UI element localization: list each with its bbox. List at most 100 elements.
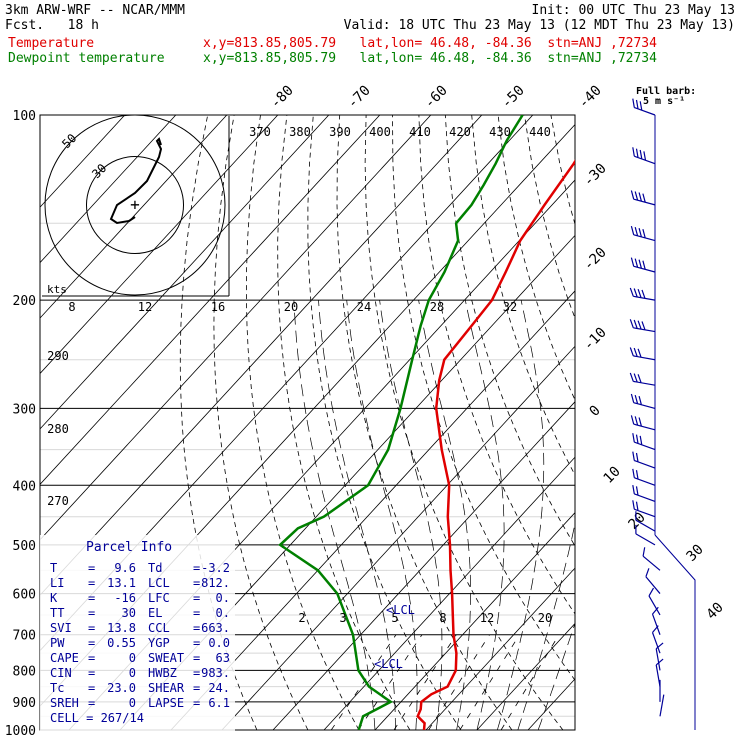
parcel-cell: CELL = 267/14 [50, 711, 144, 725]
dry-adiabat-line [709, 115, 740, 730]
temperature-location: x,y=813.85,805.79 lat,lon= 46.48, -84.36… [203, 36, 657, 51]
mixing-ratio-label: 24 [357, 300, 371, 314]
dewpoint-location: x,y=813.85,805.79 lat,lon= 46.48, -84.36… [203, 51, 657, 66]
mixing-ratio-label: 12 [138, 300, 152, 314]
parcel-eq: = [88, 591, 95, 605]
isotherm-line [527, 678, 575, 730]
parcel-eq: = [193, 606, 200, 620]
mixing-ratio-label: 28 [430, 300, 444, 314]
parcel-eq: = [88, 651, 95, 665]
mixing-ratio-line [393, 634, 457, 730]
forecast-hour: Fcst. 18 h [5, 18, 99, 33]
mixing-ratio-label-low: 2 [298, 611, 305, 625]
wind-barb [630, 257, 656, 273]
theta-label: 420 [449, 125, 471, 139]
mixing-ratio-label: 32 [503, 300, 517, 314]
isotherm-line [40, 115, 432, 541]
dry-adiabat-line [577, 115, 740, 730]
parcel-eq: = [193, 591, 200, 605]
barb-staff-axis [654, 534, 696, 730]
isotherm-top-label: -80 [268, 83, 297, 112]
isotherm-line [40, 115, 381, 485]
wind-barb [629, 372, 656, 386]
mixing-ratio-label-low: 20 [538, 611, 552, 625]
parcel-row: TT = 30 EL = 0. [50, 606, 230, 620]
mixing-ratio-line [459, 634, 520, 730]
moist-adiabat-line [318, 300, 396, 730]
theta-label: 430 [489, 125, 511, 139]
theta-label: 440 [529, 125, 551, 139]
theta-label: 380 [289, 125, 311, 139]
isotherm-line [170, 290, 575, 730]
isotherm-line [630, 115, 740, 730]
theta-left-label: 270 [47, 494, 69, 508]
parcel-value: 812. [201, 576, 230, 590]
isotherm-line [579, 115, 740, 730]
parcel-value: 983. [201, 666, 230, 680]
theta-left-label: 280 [47, 422, 69, 436]
barb-note-line: 5 m s⁻¹ [643, 96, 685, 107]
wind-barb [635, 511, 656, 532]
isotherm-line [40, 115, 483, 596]
pressure-tick-label: 900 [13, 696, 36, 711]
wind-barb [648, 587, 661, 616]
parcel-eq: = [193, 696, 200, 710]
parcel-value: 30 [122, 606, 136, 620]
parcel-key: LI [50, 576, 64, 590]
parcel-key: SHEAR [148, 681, 185, 695]
wind-barb [642, 547, 661, 571]
dewpoint-profile [278, 115, 524, 730]
isotherm-right-label: 10 [601, 464, 624, 487]
mixing-ratio-label: 8 [68, 300, 75, 314]
isotherm-line [323, 456, 575, 730]
parcel-eq: = [193, 636, 200, 650]
wind-barb [655, 642, 664, 671]
wind-barb [632, 468, 656, 486]
isotherm-right-label: 0 [587, 403, 604, 420]
parcel-value: 0. [216, 591, 230, 605]
wind-barb [630, 415, 656, 431]
parcel-eq: = [88, 681, 95, 695]
wind-barb [632, 147, 656, 165]
pressure-tick-label: 1000 [5, 724, 36, 739]
theta-label: 410 [409, 125, 431, 139]
isotherm-line [476, 622, 575, 730]
hodograph-ring [44, 114, 226, 296]
parcel-row: T = 9.6 Td = -3.2 [50, 561, 230, 575]
parcel-key: CCL [148, 621, 170, 635]
dry-adiabat-line [336, 115, 513, 730]
wind-barb [632, 433, 656, 451]
dry-adiabat-line [307, 115, 462, 730]
isotherm-line [40, 115, 177, 264]
parcel-key: LFC [148, 591, 170, 605]
hodograph-trace [109, 137, 163, 225]
parcel-key: SVI [50, 621, 72, 635]
parcel-row: SREH = 0 LAPSE = 6.1 [50, 696, 230, 710]
parcel-value: -3.2 [201, 561, 230, 575]
wind-barb [629, 287, 656, 301]
wind-barb [659, 694, 665, 717]
wind-barb [630, 225, 656, 242]
parcel-key: TT [50, 606, 64, 620]
hodograph-ring-label: 30 [89, 161, 109, 181]
hodograph-ring-label: 50 [59, 131, 79, 151]
wind-barb [630, 393, 656, 410]
parcel-value: 9.6 [114, 561, 136, 575]
parcel-eq: = [193, 651, 200, 665]
parcel-value: 0.0 [208, 636, 230, 650]
moist-adiabat-line [379, 300, 443, 730]
isotherm-line [374, 512, 575, 730]
parcel-eq: = [193, 666, 200, 680]
moist-adiabat-line [464, 300, 505, 730]
parcel-row: K = -16 LFC = 0. [50, 591, 230, 605]
parcel-key: HWBZ [148, 666, 177, 680]
parcel-row: CIN = 0 HWBZ = 983. [50, 666, 230, 680]
wind-barb [629, 347, 656, 361]
dry-adiabat-line [392, 115, 575, 681]
moist-adiabat-line [346, 300, 418, 730]
mixing-ratio-label: 16 [211, 300, 225, 314]
parcel-value: 6.1 [208, 696, 230, 710]
parcel-value: -16 [114, 591, 136, 605]
pressure-tick-label: 700 [13, 629, 36, 644]
wind-barb [645, 568, 661, 594]
